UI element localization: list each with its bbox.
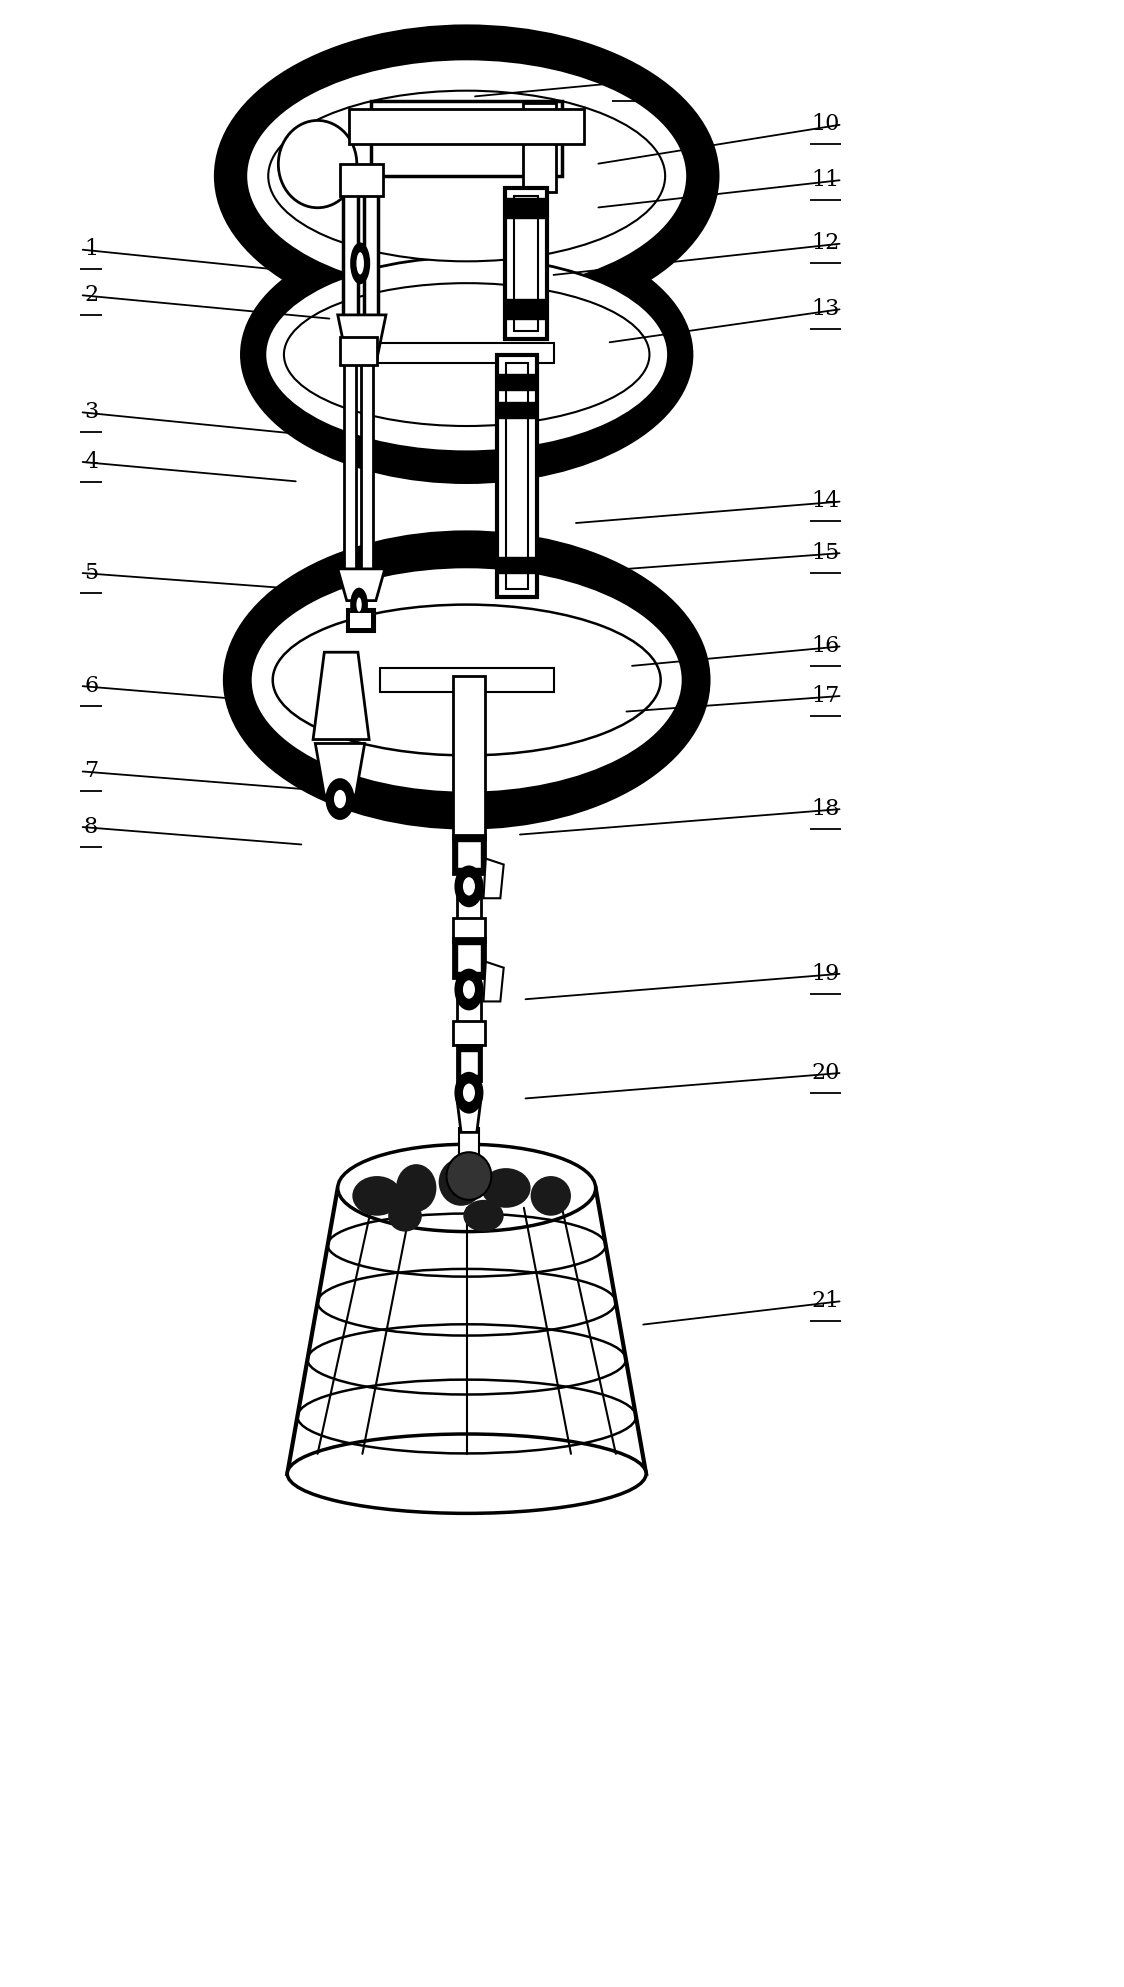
Ellipse shape [455, 1073, 482, 1113]
Ellipse shape [246, 60, 688, 292]
Ellipse shape [462, 876, 475, 896]
Ellipse shape [334, 789, 346, 809]
Ellipse shape [243, 229, 691, 481]
Bar [497, 354, 537, 596]
Bar [350, 612, 371, 628]
Bar [459, 1129, 479, 1158]
Text: 16: 16 [812, 636, 840, 658]
Text: 17: 17 [812, 686, 840, 707]
Text: 15: 15 [812, 542, 840, 564]
Ellipse shape [455, 866, 482, 906]
Ellipse shape [396, 1164, 436, 1212]
Text: 12: 12 [812, 232, 840, 254]
Ellipse shape [352, 1176, 401, 1216]
Polygon shape [483, 858, 504, 898]
Bar [497, 374, 537, 389]
Bar [497, 401, 537, 417]
Bar [453, 835, 484, 874]
Ellipse shape [351, 244, 369, 284]
Bar [514, 197, 538, 330]
Text: 10: 10 [812, 113, 840, 135]
Bar [453, 676, 484, 839]
Bar [456, 944, 481, 972]
Bar [344, 354, 355, 584]
Bar [505, 298, 547, 318]
Bar [505, 199, 547, 219]
Text: 20: 20 [812, 1061, 840, 1083]
Ellipse shape [217, 28, 717, 324]
Ellipse shape [438, 1158, 483, 1206]
Text: 4: 4 [84, 451, 98, 473]
Ellipse shape [388, 1200, 422, 1232]
Ellipse shape [481, 1168, 531, 1208]
Ellipse shape [531, 1176, 571, 1216]
Ellipse shape [226, 533, 708, 827]
Bar [363, 189, 378, 338]
Ellipse shape [446, 1152, 491, 1200]
Ellipse shape [288, 1435, 646, 1514]
Polygon shape [288, 1188, 646, 1474]
Ellipse shape [455, 970, 482, 1009]
Bar [453, 918, 484, 942]
Bar [460, 1051, 478, 1075]
Bar [523, 103, 556, 193]
Polygon shape [337, 568, 384, 600]
Polygon shape [314, 652, 369, 739]
Text: 8: 8 [84, 817, 98, 839]
Bar [339, 336, 377, 364]
Bar [380, 668, 554, 691]
Ellipse shape [273, 604, 661, 755]
Text: 7: 7 [84, 761, 98, 783]
Text: 19: 19 [812, 962, 840, 986]
Text: 18: 18 [812, 799, 840, 821]
Ellipse shape [355, 252, 364, 276]
Text: 1: 1 [84, 238, 98, 260]
Bar [456, 888, 481, 924]
Text: 9: 9 [617, 70, 631, 91]
Text: 2: 2 [84, 284, 98, 306]
Bar [497, 556, 537, 572]
Text: 5: 5 [84, 562, 98, 584]
Ellipse shape [251, 566, 683, 793]
Ellipse shape [265, 258, 669, 451]
Ellipse shape [279, 121, 356, 209]
Bar [506, 362, 528, 588]
Bar [343, 189, 357, 338]
Polygon shape [316, 743, 364, 795]
Ellipse shape [463, 1200, 504, 1232]
Text: 3: 3 [84, 401, 98, 423]
Polygon shape [483, 962, 504, 1001]
Ellipse shape [351, 588, 366, 620]
Ellipse shape [355, 596, 362, 612]
Bar [339, 165, 382, 197]
Polygon shape [337, 314, 386, 358]
Text: 21: 21 [812, 1290, 840, 1311]
Bar [453, 938, 484, 978]
Ellipse shape [284, 284, 650, 425]
Bar [348, 109, 584, 145]
Bar [456, 992, 481, 1027]
Ellipse shape [462, 980, 475, 999]
Ellipse shape [337, 1145, 596, 1232]
Bar [505, 189, 547, 338]
Bar [453, 1021, 484, 1045]
Polygon shape [456, 1097, 481, 1133]
Bar [346, 608, 374, 632]
Bar [374, 342, 554, 362]
Bar [361, 354, 372, 584]
Bar [371, 101, 562, 177]
Text: 11: 11 [812, 169, 840, 191]
Ellipse shape [327, 779, 353, 819]
Text: 14: 14 [812, 491, 840, 513]
Text: 6: 6 [84, 676, 98, 697]
Bar [456, 841, 481, 868]
Text: 13: 13 [812, 298, 840, 320]
Ellipse shape [269, 91, 665, 262]
Ellipse shape [462, 1083, 475, 1103]
Bar [456, 1045, 481, 1081]
